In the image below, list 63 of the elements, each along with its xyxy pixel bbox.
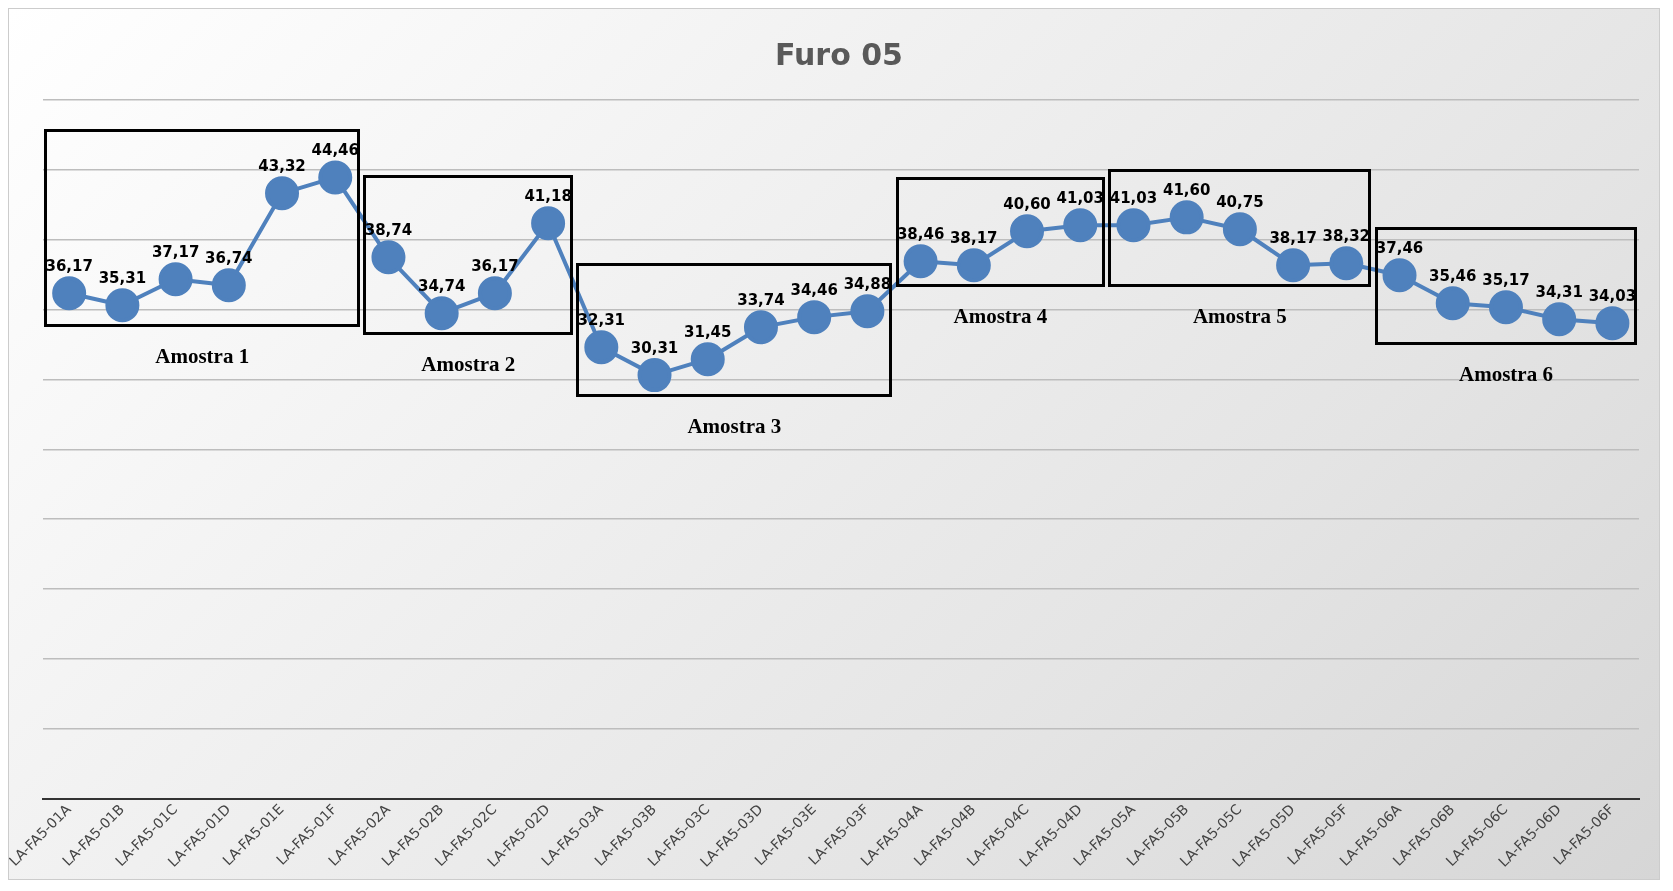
point [743,310,778,345]
data-label: 35,46 [1429,267,1477,286]
point [1488,290,1523,325]
point [477,276,512,311]
annotation: Amostra 6 [1459,361,1553,386]
point [371,240,406,275]
data-label: 40,60 [1003,195,1051,214]
data-label: 41,03 [1056,189,1104,208]
chart-title: Furo 05 [775,36,903,72]
data-label: 31,45 [684,323,732,342]
data-label: 41,03 [1109,189,1158,208]
data-label: 34,74 [417,277,466,296]
data-label: 41,60 [1162,181,1211,200]
data-label: 38,32 [1322,227,1371,246]
point [956,248,991,283]
data-label: 37,46 [1375,239,1424,258]
data-label: 38,46 [896,225,945,244]
point [903,244,938,279]
data-label: 34,03 [1588,287,1637,306]
annotation: Amostra 3 [687,413,782,438]
point [265,176,300,211]
data-label: 36,17 [45,257,93,276]
data-label: 43,32 [258,157,306,176]
point [52,276,87,311]
point [211,268,246,303]
point [690,342,725,377]
data-label: 38,17 [1269,229,1317,248]
data-label: 35,17 [1482,271,1530,290]
point [1329,246,1364,281]
data-label: 33,74 [737,291,785,310]
point [850,294,885,329]
annotation: Amostra 5 [1192,303,1287,328]
data-label: 41,18 [524,187,572,206]
point [1276,248,1311,283]
data-label: 44,46 [311,141,359,160]
annotation: Amostra 1 [155,343,250,368]
point [1382,258,1417,293]
point [531,206,566,241]
point [1116,208,1151,243]
point [424,296,459,331]
data-label: 34,88 [843,275,892,294]
point [105,288,140,323]
data-label: 30,31 [630,339,679,357]
point [637,358,672,393]
point [1169,200,1204,235]
point [318,160,353,195]
point [1010,214,1045,249]
data-label: 35,31 [98,269,147,288]
point [797,300,832,335]
point [158,262,193,297]
point [1595,306,1630,341]
data-label: 34,46 [790,281,838,300]
data-label: 38,17 [950,229,998,248]
point [1222,212,1257,247]
annotation: Amostra 4 [953,303,1048,328]
point [1435,286,1470,321]
point [1542,302,1577,337]
data-label: 34,31 [1535,283,1583,302]
annotation: Amostra 2 [421,351,516,376]
data-label: 37,17 [151,243,200,262]
point [1063,208,1098,243]
point [584,330,619,365]
data-label: 40,75 [1216,193,1264,212]
